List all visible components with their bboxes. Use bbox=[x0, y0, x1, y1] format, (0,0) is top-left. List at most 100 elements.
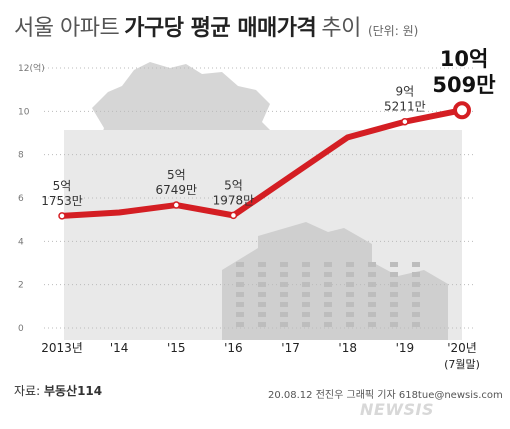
building-window bbox=[346, 292, 354, 297]
x-tick-label: '20년 bbox=[447, 341, 477, 355]
building-window bbox=[390, 322, 398, 327]
building-window bbox=[368, 262, 376, 267]
building-window bbox=[346, 322, 354, 327]
building-window bbox=[390, 282, 398, 287]
source-name: 부동산114 bbox=[43, 384, 103, 398]
x-tick-label: '17 bbox=[281, 341, 300, 355]
building-window bbox=[390, 312, 398, 317]
series-line-path bbox=[59, 107, 465, 219]
y-tick-label: 8 bbox=[18, 151, 24, 161]
series-markers bbox=[58, 101, 471, 220]
title-light-part: 서울 아파트 bbox=[14, 16, 120, 41]
building-window bbox=[236, 272, 244, 277]
x-tick-label: '16 bbox=[224, 341, 243, 355]
building-window bbox=[390, 272, 398, 277]
data-point-marker bbox=[229, 211, 238, 220]
buildings-silhouette bbox=[222, 222, 448, 340]
building-window bbox=[280, 272, 288, 277]
y-tick-label: 0 bbox=[18, 324, 24, 334]
title-tail-part: 추이 bbox=[321, 16, 361, 41]
building-window bbox=[258, 282, 266, 287]
x-tick-label: 2013년 bbox=[41, 341, 83, 355]
building-window bbox=[390, 302, 398, 307]
series-line bbox=[59, 107, 465, 219]
building-window bbox=[346, 312, 354, 317]
building-window bbox=[236, 302, 244, 307]
x-tick-label: '19 bbox=[396, 341, 415, 355]
y-tick-label: 10 bbox=[18, 107, 30, 117]
x-tick-label: '18 bbox=[338, 341, 357, 355]
building-window bbox=[390, 262, 398, 267]
newsis-watermark: NEWSIS bbox=[360, 400, 434, 419]
building-window bbox=[412, 322, 420, 327]
building-window bbox=[258, 322, 266, 327]
data-label-line1: 5억 bbox=[224, 178, 243, 192]
building-window bbox=[236, 312, 244, 317]
building-window bbox=[324, 292, 332, 297]
data-label-line2: 1978만 bbox=[213, 193, 255, 207]
building-window bbox=[258, 262, 266, 267]
building-window bbox=[280, 292, 288, 297]
building-window bbox=[324, 322, 332, 327]
building-window bbox=[236, 262, 244, 267]
x-tick-label: '15 bbox=[167, 341, 186, 355]
data-label-line1: 9억 bbox=[396, 85, 415, 99]
building-window bbox=[412, 312, 420, 317]
building-window bbox=[302, 262, 310, 267]
building-window bbox=[258, 292, 266, 297]
building-window bbox=[258, 302, 266, 307]
data-label-line2: 5211만 bbox=[384, 100, 426, 114]
building-window bbox=[346, 262, 354, 267]
chart-title: 서울 아파트 가구당 평균 매매가격 추이 (단위: 원) bbox=[14, 10, 418, 42]
building-window bbox=[412, 272, 420, 277]
y-tick-label: 4 bbox=[18, 237, 24, 247]
credit-line: 20.08.12 전진우 그래픽 기자 618tue@newsis.com bbox=[268, 390, 503, 401]
building-window bbox=[258, 272, 266, 277]
building-window bbox=[236, 322, 244, 327]
source-label: 자료: bbox=[14, 384, 41, 398]
y-tick-label: 6 bbox=[18, 194, 24, 204]
building-window bbox=[324, 272, 332, 277]
data-point-marker bbox=[401, 117, 409, 126]
building-window bbox=[302, 282, 310, 287]
data-label-line2: 6749만 bbox=[155, 183, 197, 197]
building-window bbox=[368, 272, 376, 277]
data-point-marker bbox=[172, 201, 181, 209]
x-tick-label: '14 bbox=[110, 341, 129, 355]
building-window bbox=[324, 312, 332, 317]
building-window bbox=[324, 262, 332, 267]
building-window bbox=[412, 262, 420, 267]
data-label-line2: 509만 bbox=[432, 73, 495, 97]
x-tick-sublabel: (7월말) bbox=[444, 358, 480, 371]
y-tick-label: 12(억) bbox=[18, 62, 45, 74]
building-window bbox=[368, 292, 376, 297]
building-window bbox=[412, 292, 420, 297]
building-window bbox=[302, 272, 310, 277]
building-window bbox=[280, 312, 288, 317]
data-point-marker bbox=[58, 212, 66, 220]
y-tick-label: 2 bbox=[18, 281, 24, 291]
building-window bbox=[280, 302, 288, 307]
building-window bbox=[346, 282, 354, 287]
building-window bbox=[368, 312, 376, 317]
building-window bbox=[412, 302, 420, 307]
source-note: 자료: 부동산114 bbox=[14, 382, 102, 399]
building-window bbox=[280, 322, 288, 327]
building-window bbox=[258, 312, 266, 317]
building-window bbox=[390, 292, 398, 297]
data-label-line1: 5억 bbox=[53, 179, 72, 193]
building-window bbox=[236, 292, 244, 297]
building-window bbox=[368, 322, 376, 327]
title-bold-part: 가구당 평균 매매가격 bbox=[124, 16, 317, 41]
building-window bbox=[302, 312, 310, 317]
building-window bbox=[280, 262, 288, 267]
building-window bbox=[302, 322, 310, 327]
data-label-line2: 1753만 bbox=[41, 194, 83, 208]
building-window bbox=[368, 302, 376, 307]
unit-label: (단위: 원) bbox=[367, 24, 419, 38]
y-axis-ticks: 12(억) 10 8 6 4 2 0 bbox=[18, 62, 45, 334]
building-window bbox=[346, 302, 354, 307]
